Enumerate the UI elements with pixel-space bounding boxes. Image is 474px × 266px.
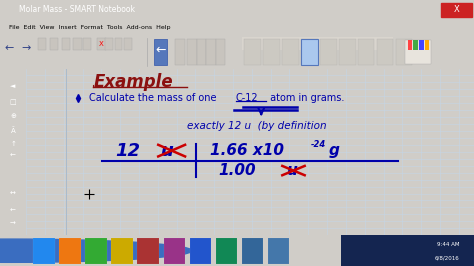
Bar [105, 38, 113, 50]
Bar [216, 39, 225, 65]
Bar [425, 40, 429, 50]
Text: atom in grams.: atom in grams. [267, 93, 345, 103]
Text: X: X [99, 41, 104, 47]
Text: ←: ← [10, 207, 16, 214]
Bar [62, 38, 70, 50]
Text: 12: 12 [116, 142, 141, 160]
Text: 9:44 AM: 9:44 AM [438, 242, 460, 247]
Text: g: g [328, 143, 339, 158]
Bar [97, 38, 106, 50]
Text: →: → [10, 221, 16, 227]
Text: 6/8/2016: 6/8/2016 [435, 256, 460, 261]
Bar [301, 39, 318, 65]
Text: exactly 12 u  (by definition: exactly 12 u (by definition [187, 121, 327, 131]
Bar [358, 39, 374, 65]
Text: 1.66 x10: 1.66 x10 [210, 143, 284, 158]
Text: C-12: C-12 [236, 93, 258, 103]
Bar [377, 39, 393, 65]
Bar [268, 238, 289, 264]
Bar [83, 38, 91, 50]
Text: ↔: ↔ [10, 191, 16, 197]
Bar [85, 238, 107, 264]
Bar [50, 38, 58, 50]
Bar [242, 238, 263, 264]
Text: X: X [454, 5, 459, 14]
Text: ←: ← [5, 43, 14, 53]
Bar [408, 40, 412, 50]
Bar [320, 39, 337, 65]
Bar [124, 38, 132, 50]
Bar [38, 38, 46, 50]
Text: Ā: Ā [10, 127, 16, 134]
Bar [244, 39, 261, 65]
Bar [282, 39, 299, 65]
Text: □: □ [10, 99, 16, 105]
Bar [419, 40, 424, 50]
Bar [339, 39, 356, 65]
Bar [301, 39, 318, 65]
Text: Example: Example [93, 73, 173, 92]
Bar [197, 39, 206, 65]
Bar [216, 238, 237, 264]
Bar [187, 39, 197, 65]
Text: u: u [286, 163, 297, 178]
Bar [206, 39, 216, 65]
Text: Molar Mass - SMART Notebook: Molar Mass - SMART Notebook [19, 5, 135, 14]
Text: ◄: ◄ [10, 83, 16, 89]
Bar [73, 38, 82, 50]
Bar [263, 39, 280, 65]
Bar [405, 40, 431, 64]
Bar [242, 37, 393, 50]
Text: ←: ← [155, 44, 166, 57]
Text: ⊕: ⊕ [10, 113, 16, 119]
Bar [396, 39, 412, 65]
Text: ↑: ↑ [10, 141, 16, 147]
Bar [59, 238, 81, 264]
Bar [341, 235, 474, 266]
Text: →: → [21, 43, 31, 53]
Bar [413, 40, 418, 50]
Bar [190, 238, 211, 264]
Text: ←: ← [10, 153, 16, 159]
Bar [33, 238, 55, 264]
Text: 1.00: 1.00 [219, 163, 256, 178]
Bar [111, 238, 133, 264]
Text: Calculate the mass of one: Calculate the mass of one [89, 93, 219, 103]
Text: File  Edit  View  Insert  Format  Tools  Add-ons  Help: File Edit View Insert Format Tools Add-o… [9, 25, 171, 30]
Bar [137, 238, 159, 264]
Bar [441, 3, 472, 17]
Circle shape [0, 239, 192, 262]
Bar [154, 39, 167, 65]
Bar [175, 39, 185, 65]
Bar [164, 238, 185, 264]
Bar [115, 38, 122, 50]
Text: -24: -24 [310, 140, 326, 149]
Text: u: u [160, 142, 173, 160]
